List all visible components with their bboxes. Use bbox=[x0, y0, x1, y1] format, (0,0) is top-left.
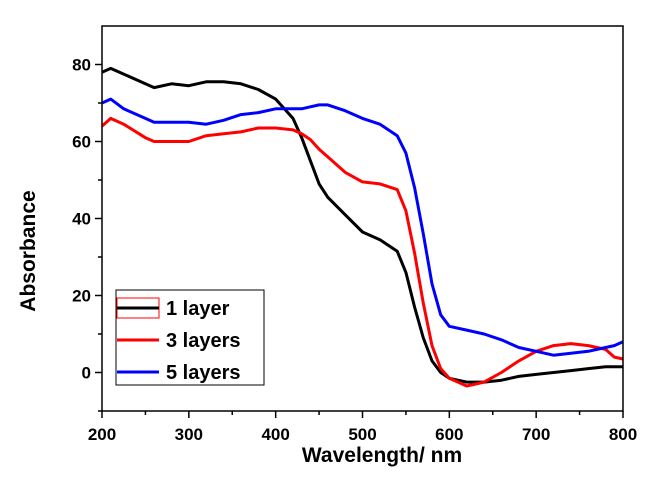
x-tick-label: 600 bbox=[435, 425, 463, 444]
legend-box bbox=[115, 289, 265, 386]
y-tick-label: 40 bbox=[72, 210, 91, 229]
legend-label-3: 5 layers bbox=[166, 362, 241, 384]
y-tick-label: 20 bbox=[72, 287, 91, 306]
y-tick-label: 80 bbox=[72, 56, 91, 75]
x-axis-ticks: 200 300 400 500 600 700 800 bbox=[88, 411, 637, 444]
x-tick-label: 500 bbox=[348, 425, 376, 444]
legend-label-1: 1 layer bbox=[166, 298, 230, 320]
legend: 1 layer 3 layers 5 layers bbox=[115, 289, 265, 386]
x-tick-label: 800 bbox=[609, 425, 637, 444]
series-line-2 bbox=[101, 116, 624, 388]
series-line-3 bbox=[101, 97, 624, 357]
x-tick-label: 700 bbox=[522, 425, 550, 444]
x-tick-label: 300 bbox=[175, 425, 203, 444]
x-tick-label: 400 bbox=[261, 425, 289, 444]
series-line-1 bbox=[101, 66, 623, 384]
y-tick-label: 0 bbox=[82, 364, 91, 383]
y-axis-title: Absorbance bbox=[17, 190, 40, 311]
series-layer bbox=[101, 66, 624, 388]
legend-label-2: 3 layers bbox=[166, 330, 241, 352]
y-axis-ticks: 0 20 40 60 80 bbox=[72, 56, 102, 412]
y-tick-label: 60 bbox=[72, 133, 91, 152]
x-axis-title: Wavelength/ nm bbox=[302, 444, 462, 467]
x-tick-label: 200 bbox=[88, 425, 116, 444]
